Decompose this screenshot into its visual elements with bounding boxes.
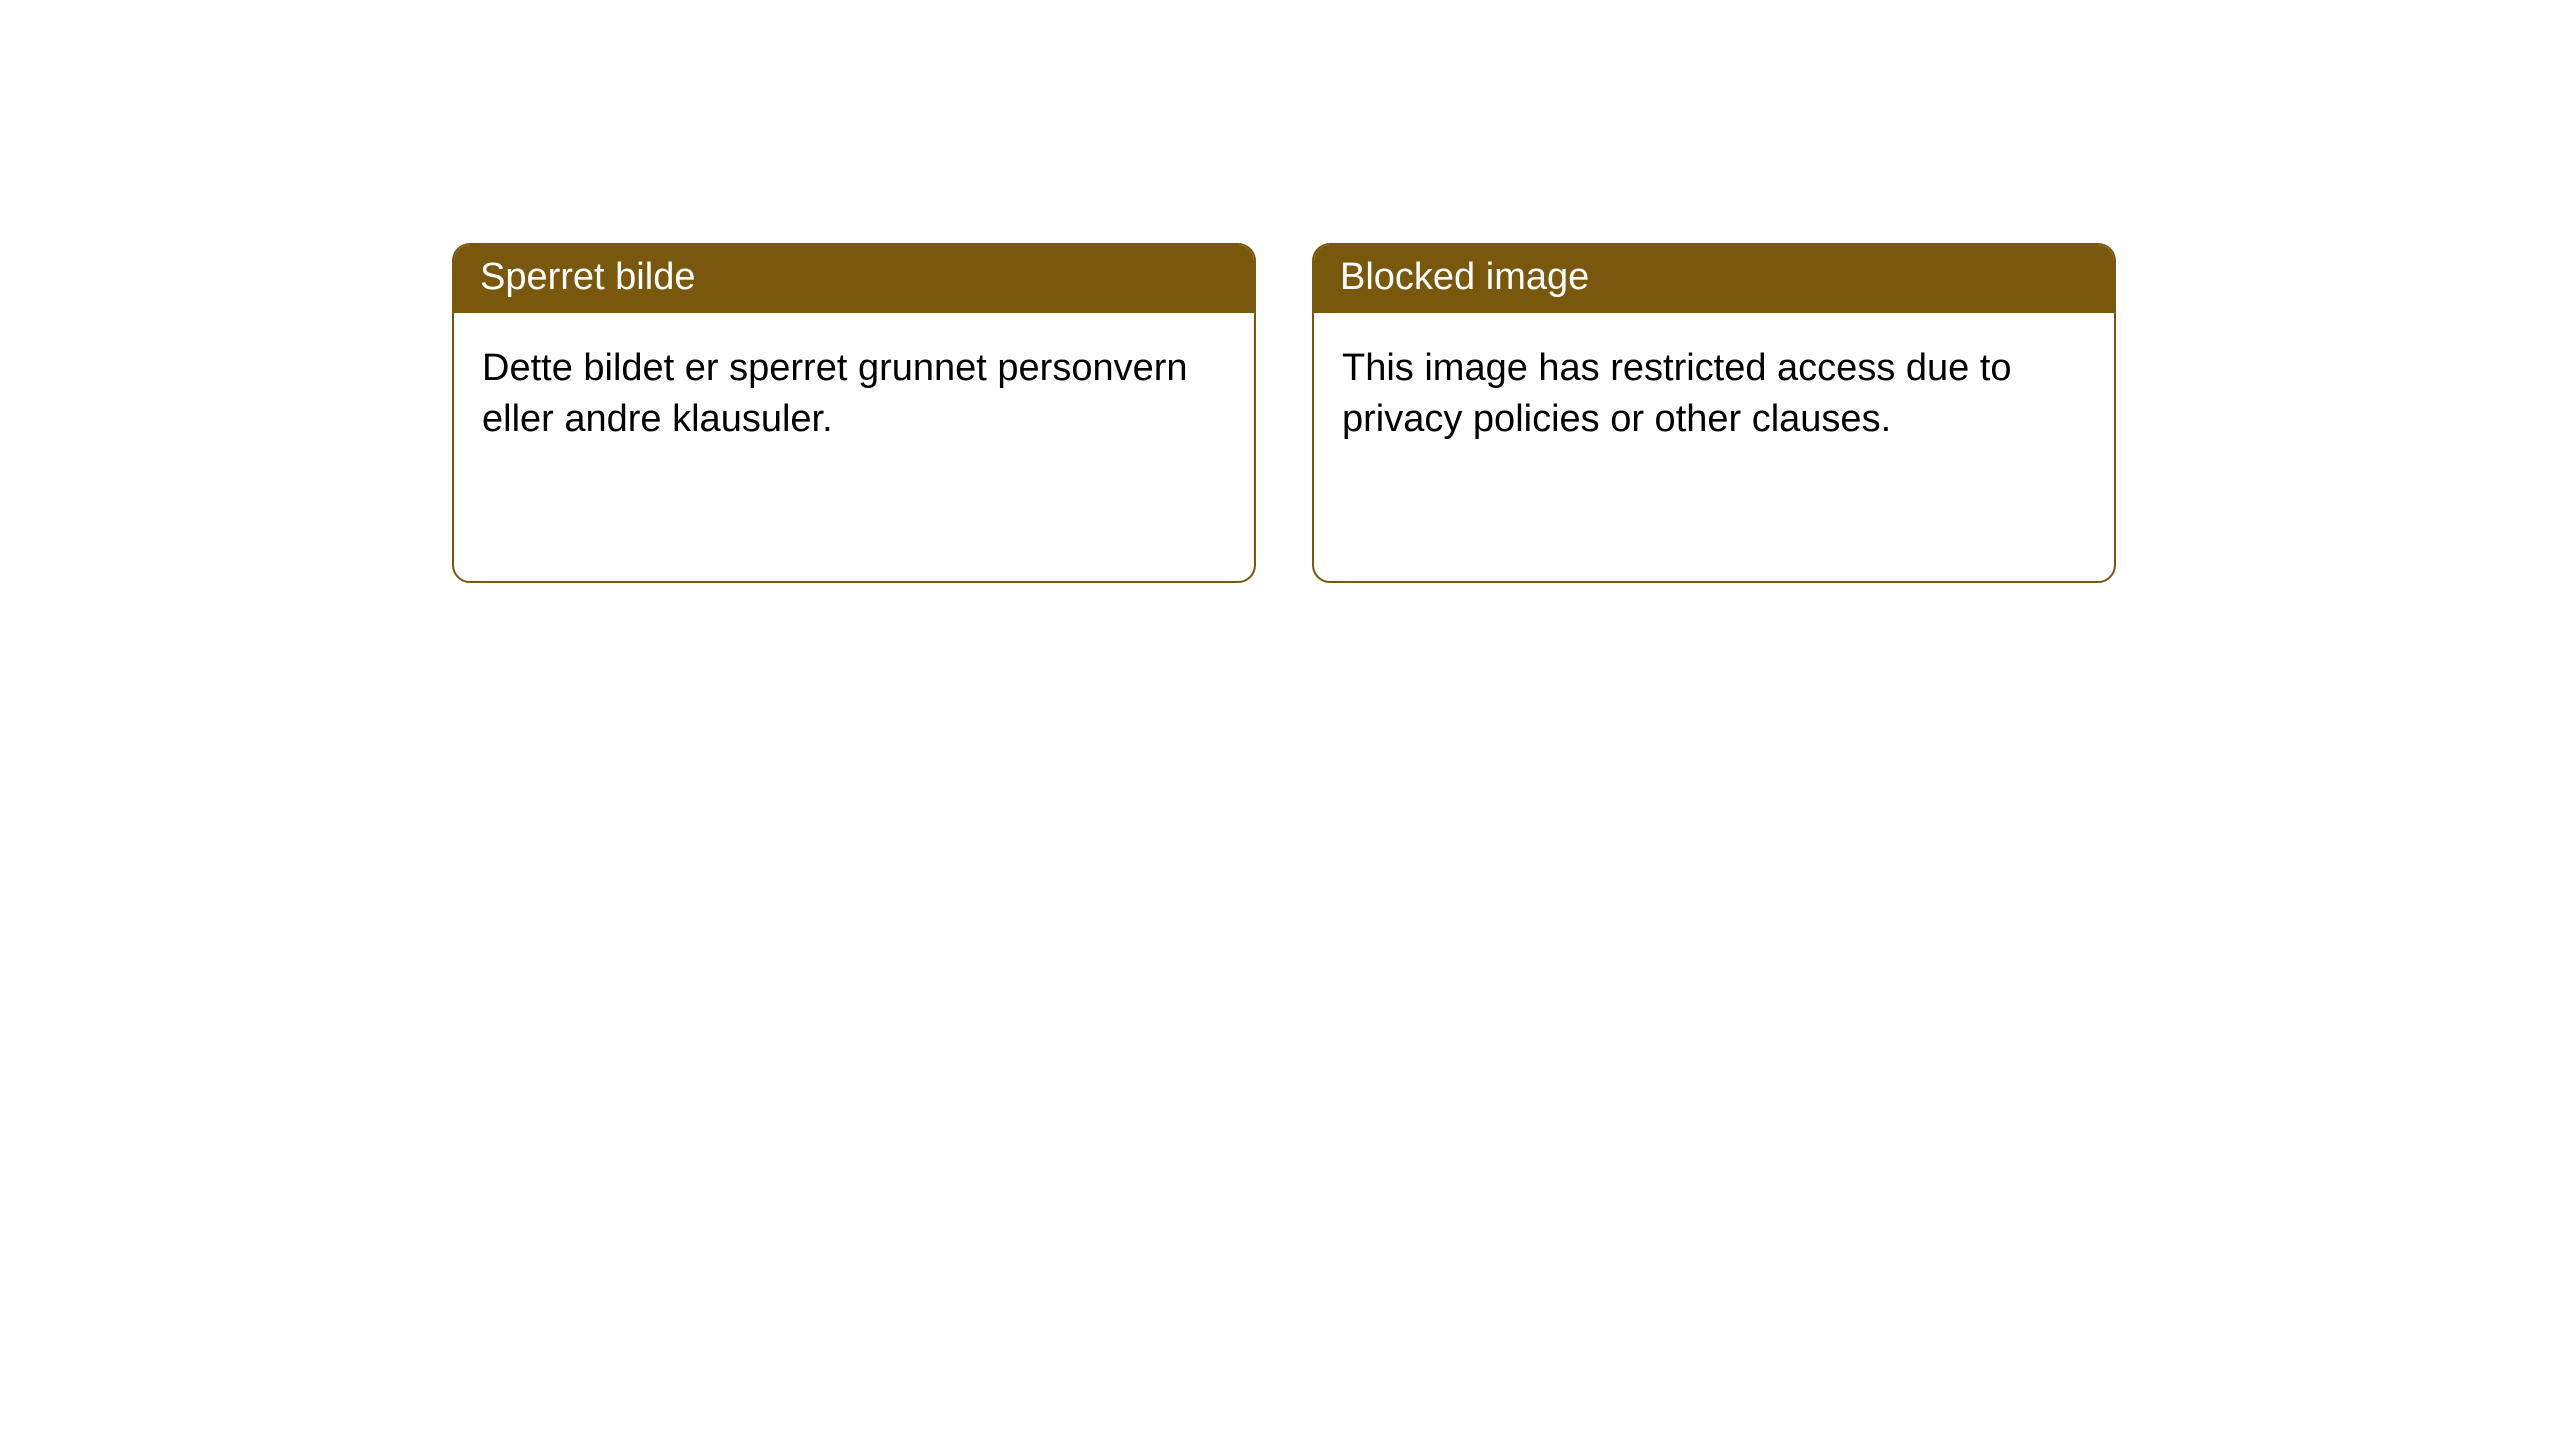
notice-body-norwegian: Dette bildet er sperret grunnet personve… [454,313,1254,581]
notice-title-english: Blocked image [1314,245,2114,313]
notice-body-english: This image has restricted access due to … [1314,313,2114,581]
notice-card-english: Blocked image This image has restricted … [1312,243,2116,583]
notice-container: Sperret bilde Dette bildet er sperret gr… [0,0,2560,583]
notice-card-norwegian: Sperret bilde Dette bildet er sperret gr… [452,243,1256,583]
notice-title-norwegian: Sperret bilde [454,245,1254,313]
